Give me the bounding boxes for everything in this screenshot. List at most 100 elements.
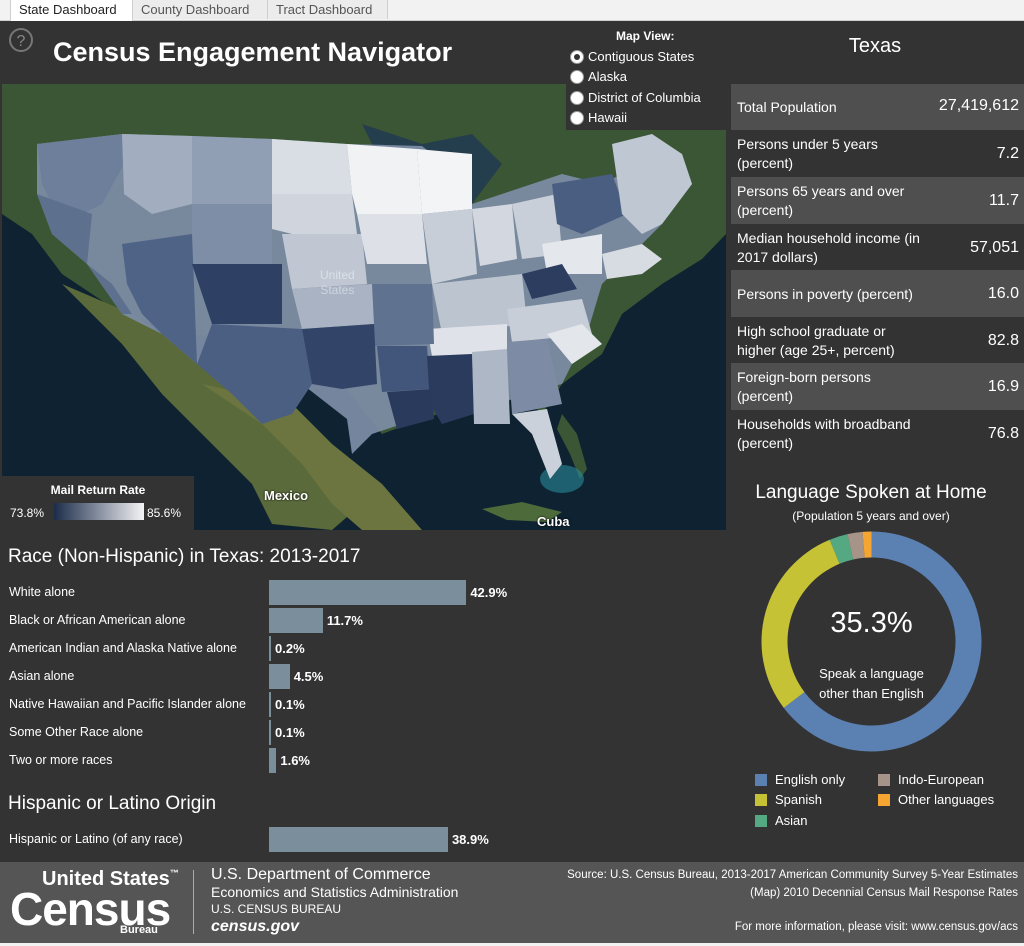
tab-tract-dashboard[interactable]: Tract Dashboard — [268, 0, 388, 19]
bar-value: 0.1% — [275, 697, 305, 712]
bar-value: 0.1% — [275, 725, 305, 740]
legend-label: Indo-European — [898, 772, 985, 787]
legend-swatch — [878, 774, 890, 786]
stat-value: 82.8 — [987, 332, 1019, 349]
source-note: Source: U.S. Census Bureau, 2013-2017 Am… — [567, 869, 1018, 881]
stat-label: Persons in poverty (percent) — [737, 286, 913, 302]
bar-label: Some Other Race alone — [9, 725, 144, 739]
donut-slice-indo-european[interactable] — [847, 531, 865, 560]
stat-value: 57,051 — [970, 239, 1019, 256]
state-name: Texas — [848, 35, 902, 57]
stat-label: Persons under 5 years (percent) — [737, 136, 878, 171]
bar-value: 1.6% — [280, 753, 310, 768]
bar-value: 0.2% — [275, 641, 305, 656]
stat-median-income: Median household income (in 2017 dollars… — [731, 224, 1024, 270]
stat-value: 76.8 — [987, 425, 1019, 442]
map-label-united-states: United States — [320, 268, 355, 297]
donut-slice-asian[interactable] — [829, 534, 854, 564]
bar-label: Hispanic or Latino (of any race) — [9, 832, 183, 846]
bar[interactable] — [269, 580, 467, 605]
bar-row[interactable]: White alone 42.9% — [0, 579, 560, 607]
bar-row[interactable]: Asian alone 4.5% — [0, 663, 560, 691]
map-legend-gradient — [54, 503, 144, 520]
donut-center-label: Speak a language other than English — [819, 666, 924, 701]
language-subtitle: (Population 5 years and over) — [792, 509, 950, 523]
stat-value: 16.0 — [987, 285, 1019, 302]
language-donut-chart[interactable] — [759, 529, 984, 754]
bar-row[interactable]: Native Hawaiian and Pacific Islander alo… — [0, 691, 560, 719]
bar[interactable] — [269, 827, 448, 852]
stat-value: 27,419,612 — [938, 97, 1019, 114]
stat-label: Total Population — [737, 99, 837, 115]
bar-label: Black or African American alone — [9, 613, 186, 627]
map-legend-max: 85.6% — [147, 506, 182, 520]
help-icon[interactable]: ? — [9, 28, 33, 52]
donut-slice-spanish[interactable] — [761, 539, 840, 708]
map-source-note: (Map) 2010 Decennial Census Mail Respons… — [750, 887, 1018, 899]
census-bureau-logo[interactable]: United States™ Census Bureau — [10, 868, 179, 936]
race-chart-title: Race (Non-Hispanic) in Texas: 2013-2017 — [8, 546, 361, 567]
map-view-selector: Map View: Contiguous States Alaska Distr… — [566, 27, 726, 130]
stat-label: Households with broadband (percent) — [737, 416, 911, 451]
bar[interactable] — [269, 748, 277, 773]
page-title: Census Engagement Navigator — [53, 37, 453, 67]
legend-label: English only — [775, 772, 846, 787]
radio-selected-icon — [570, 50, 584, 64]
map-canvas — [2, 84, 726, 530]
stat-poverty: Persons in poverty (percent) 16.0 — [731, 270, 1024, 317]
bar[interactable] — [269, 608, 323, 633]
bar[interactable] — [269, 692, 271, 717]
bar[interactable] — [269, 720, 271, 745]
bar-row[interactable]: Two or more races 1.6% — [0, 747, 560, 775]
map-view-header: Map View: — [616, 29, 675, 43]
radio-label: Alaska — [588, 69, 628, 84]
tab-county-dashboard[interactable]: County Dashboard — [133, 0, 268, 19]
tab-state-dashboard[interactable]: State Dashboard — [10, 0, 133, 21]
language-title: Language Spoken at Home — [755, 482, 987, 503]
legend-swatch — [755, 815, 767, 827]
stat-high-school: High school graduate or higher (age 25+,… — [731, 317, 1024, 363]
stat-65-over: Persons 65 years and over (percent) 11.7 — [731, 177, 1024, 224]
bar[interactable] — [269, 636, 271, 661]
radio-icon — [570, 70, 584, 84]
footer-divider — [193, 870, 194, 934]
bar-row[interactable]: American Indian and Alaska Native alone 0… — [0, 635, 560, 663]
stat-broadband: Households with broadband (percent) 76.8 — [731, 410, 1024, 457]
stat-value: 16.9 — [987, 378, 1019, 395]
bar-row[interactable]: Some Other Race alone 0.1% — [0, 719, 560, 747]
bar-row[interactable]: Hispanic or Latino (of any race) 38.9% — [0, 826, 560, 854]
bar-value: 38.9% — [451, 832, 489, 847]
bar-value: 11.7% — [326, 613, 363, 628]
stat-label: High school graduate or higher (age 25+,… — [737, 323, 895, 358]
donut-slice-other-languages[interactable] — [862, 531, 872, 558]
map-legend: Mail Return Rate 73.8% 85.6% — [2, 476, 194, 530]
legend-swatch — [755, 794, 767, 806]
legend-swatch — [755, 774, 767, 786]
census-gov-link[interactable]: census.gov — [211, 918, 300, 935]
more-info-link[interactable]: For more information, please visit: www.… — [734, 921, 1018, 933]
bar[interactable] — [269, 664, 290, 689]
dashboard-tabs: State Dashboard County Dashboard Tract D… — [0, 0, 1024, 21]
radio-label: District of Columbia — [588, 90, 701, 105]
stat-value: 7.2 — [996, 145, 1019, 162]
stat-value: 11.7 — [989, 192, 1019, 209]
legend-label: Other languages — [898, 792, 995, 807]
bar-value: 4.5% — [293, 669, 324, 684]
bar-label: American Indian and Alaska Native alone — [9, 641, 237, 655]
legend-label: Spanish — [775, 792, 822, 807]
footer: United States™ Census Bureau U.S. Depart… — [0, 862, 1024, 943]
stat-label: Persons 65 years and over (percent) — [737, 183, 905, 218]
map-legend-min: 73.8% — [10, 506, 45, 520]
radio-icon — [570, 111, 584, 125]
stat-foreign-born: Foreign-born persons (percent) 16.9 — [731, 363, 1024, 410]
bar-value: 42.9% — [470, 585, 508, 600]
bar-label: Asian alone — [9, 669, 75, 683]
radio-icon — [570, 91, 584, 105]
donut-center-value: 35.3% — [830, 607, 913, 639]
stat-label: Foreign-born persons (percent) — [737, 369, 871, 404]
mail-return-map[interactable]: United States Mexico Cuba Mail Return Rat… — [2, 84, 726, 530]
stat-label: Median household income (in 2017 dollars… — [737, 230, 920, 265]
radio-label: Contiguous States — [588, 49, 695, 64]
bar-row[interactable]: Black or African American alone 11.7% — [0, 607, 560, 635]
bar-label: Native Hawaiian and Pacific Islander alo… — [9, 697, 246, 711]
